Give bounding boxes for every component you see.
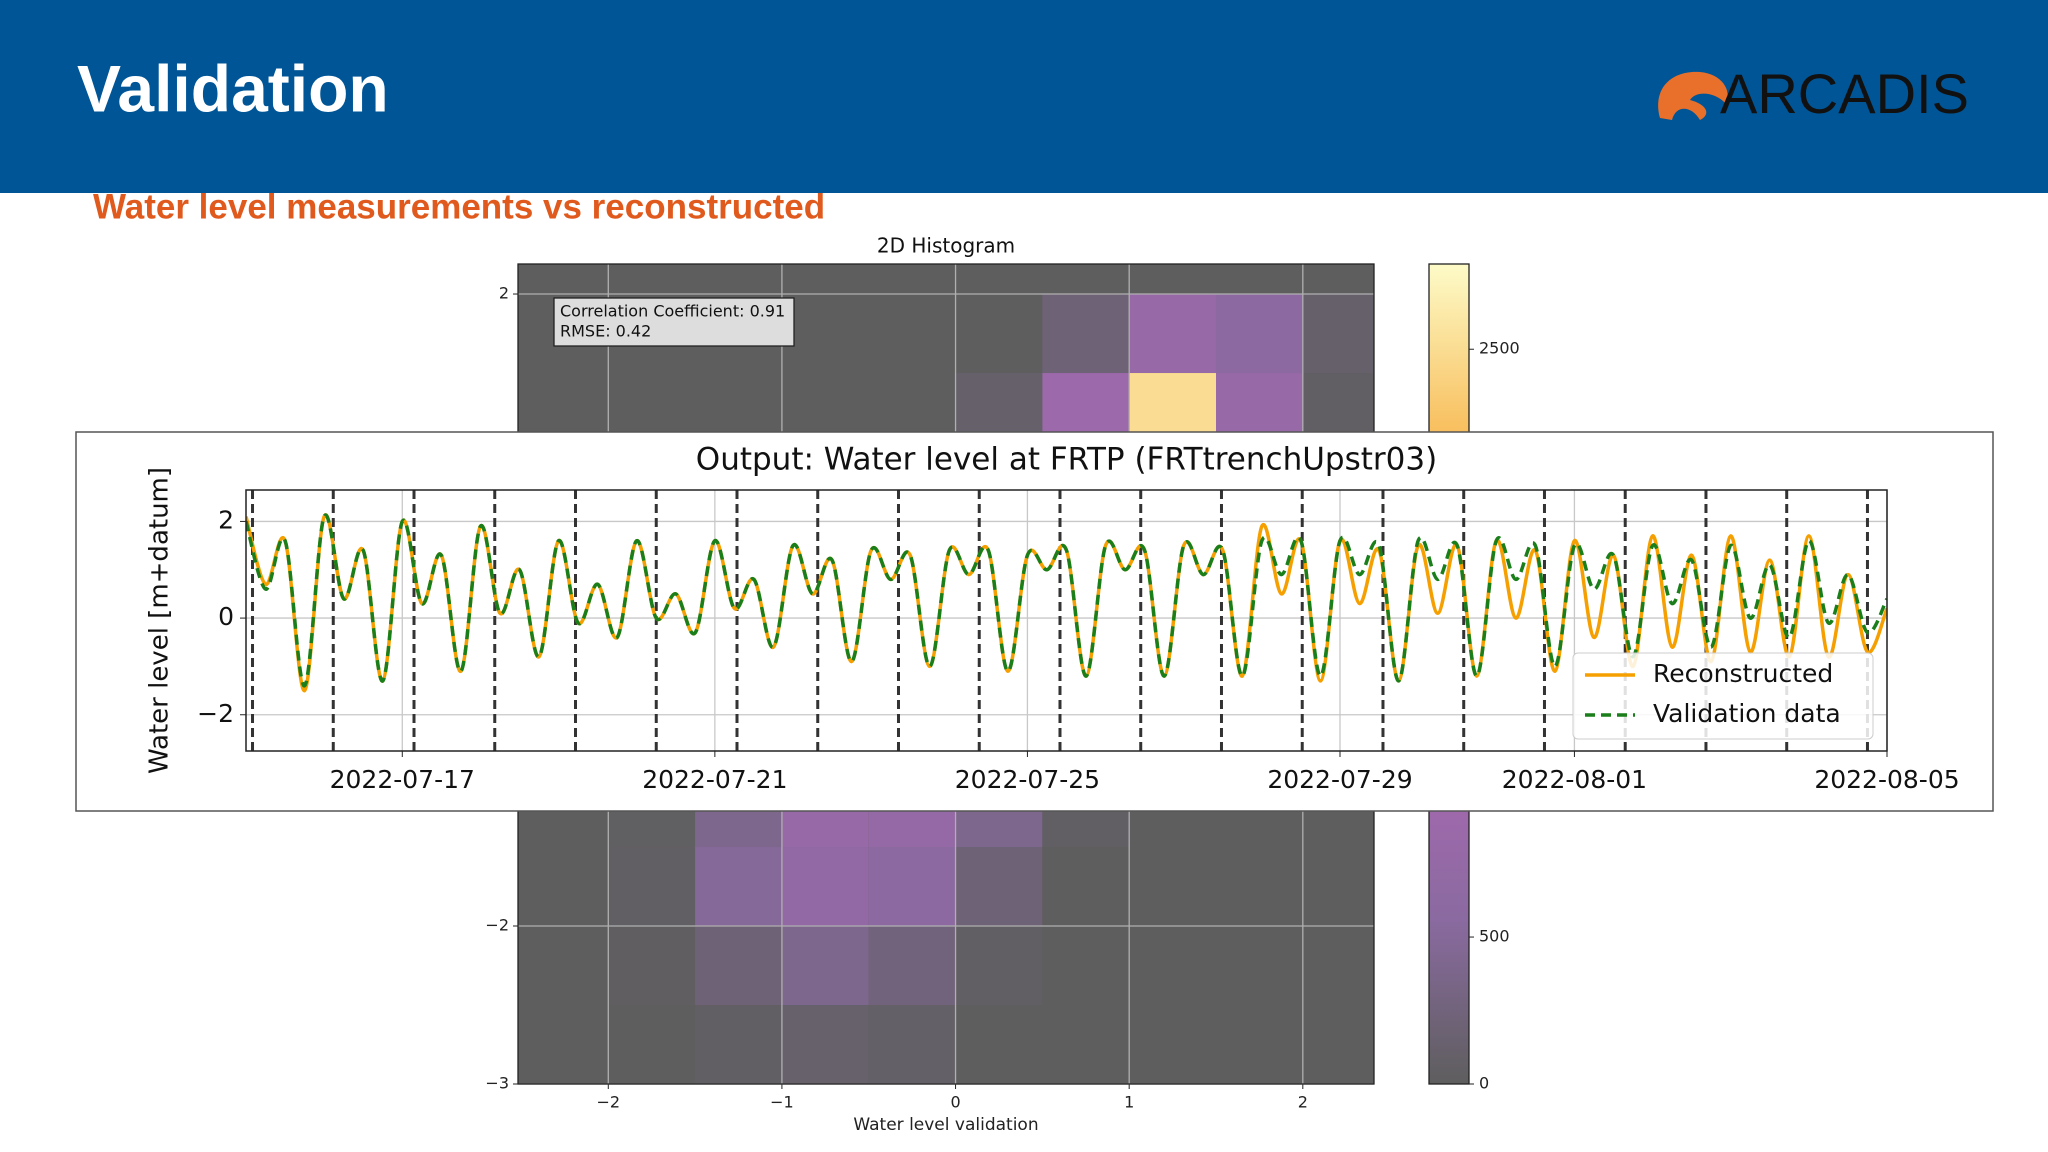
series-line xyxy=(246,513,1887,688)
colorbar-tick-label: 500 xyxy=(1479,927,1510,946)
x-tick-label: 2022-08-05 xyxy=(1814,765,1959,794)
x-tick-label: 2022-08-01 xyxy=(1502,765,1647,794)
hist-cell xyxy=(1042,1005,1130,1084)
colorbar-tick-label: 0 xyxy=(1479,1074,1489,1093)
x-tick-label: −1 xyxy=(770,1093,794,1112)
hist-cell xyxy=(955,1005,1043,1084)
x-tick-label: −2 xyxy=(596,1093,620,1112)
x-tick-label: 2 xyxy=(1298,1093,1308,1112)
hist-cell xyxy=(1215,1005,1303,1084)
slide-title: Validation xyxy=(77,51,389,125)
hist-cell xyxy=(1042,294,1130,374)
hist-cell xyxy=(1129,1005,1216,1084)
hist-cell xyxy=(695,926,782,1006)
y-tick-label: 2 xyxy=(499,284,509,303)
hist-cell xyxy=(868,294,956,374)
logo: ARCADIS xyxy=(1658,62,1969,125)
hist-cell xyxy=(1302,926,1374,1006)
x-tick-label: 0 xyxy=(950,1093,960,1112)
hist-cell xyxy=(1215,847,1303,927)
hist-cell xyxy=(1302,1005,1374,1084)
hist-cell xyxy=(781,926,869,1006)
hist-cell xyxy=(955,294,1043,374)
x-tick-label: 2022-07-17 xyxy=(330,765,475,794)
y-axis-label: Water level [m+datum] xyxy=(145,467,175,774)
annotation-text: RMSE: 0.42 xyxy=(560,322,651,341)
x-tick-label: 2022-07-21 xyxy=(642,765,787,794)
hist-cell xyxy=(521,926,609,1006)
logo-mark xyxy=(1658,71,1728,120)
hist-cell xyxy=(695,1005,782,1084)
x-tick-label: 2022-07-25 xyxy=(955,765,1100,794)
hist-cell xyxy=(868,926,956,1006)
y-tick-label: 2 xyxy=(218,505,234,534)
plot xyxy=(246,490,1887,751)
line-title: Output: Water level at FRTP (FRTtrenchUp… xyxy=(696,442,1437,478)
annotation-box xyxy=(553,297,795,347)
axes-frame xyxy=(245,489,1888,752)
hist-cell xyxy=(608,847,696,927)
hist-cell xyxy=(608,1005,696,1084)
legend-label: Reconstructed xyxy=(1653,659,1833,688)
x-tick-label: 2022-07-29 xyxy=(1267,765,1412,794)
hist-cell xyxy=(1302,847,1374,927)
hist-cell xyxy=(955,926,1043,1006)
hist-cell xyxy=(1129,847,1216,927)
figure-panel xyxy=(75,431,1994,812)
hist-cell xyxy=(1215,294,1303,374)
hist-cell xyxy=(781,1005,869,1084)
logo-text: ARCADIS xyxy=(1720,62,1969,125)
y-tick-label: −3 xyxy=(485,1074,509,1093)
y-tick-label: −2 xyxy=(197,699,234,728)
x-axis-label: Water level validation xyxy=(853,1115,1038,1135)
hist-title: 2D Histogram xyxy=(877,234,1015,258)
hist-cell xyxy=(868,1005,956,1084)
hist-cell xyxy=(868,847,956,927)
legend-label: Validation data xyxy=(1653,699,1841,728)
hist-cell xyxy=(1129,294,1216,374)
x-tick-label: 1 xyxy=(1124,1093,1134,1112)
hist-cell xyxy=(1042,847,1130,927)
colorbar-tick-label: 2500 xyxy=(1479,339,1520,358)
hist-cell xyxy=(521,1005,609,1084)
hist-cell xyxy=(1129,926,1216,1006)
hist-cell xyxy=(781,847,869,927)
header-band xyxy=(0,0,2048,193)
hist-cell xyxy=(1302,294,1374,374)
subtitle: Water level measurements vs reconstructe… xyxy=(93,187,825,226)
hist-cell xyxy=(521,847,609,927)
y-tick-label: −2 xyxy=(485,916,509,935)
hist-cell xyxy=(695,847,782,927)
hist-cell xyxy=(1042,926,1130,1006)
hist-cell xyxy=(608,926,696,1006)
hist-cell xyxy=(781,294,869,374)
line-chart: Output: Water level at FRTP (FRTtrenchUp… xyxy=(75,431,1994,812)
hist-cell xyxy=(1215,926,1303,1006)
legend-box xyxy=(1572,652,1874,740)
hist-cell xyxy=(955,847,1043,927)
annotation-text: Correlation Coefficient: 0.91 xyxy=(560,302,785,321)
y-tick-label: 0 xyxy=(218,602,234,631)
